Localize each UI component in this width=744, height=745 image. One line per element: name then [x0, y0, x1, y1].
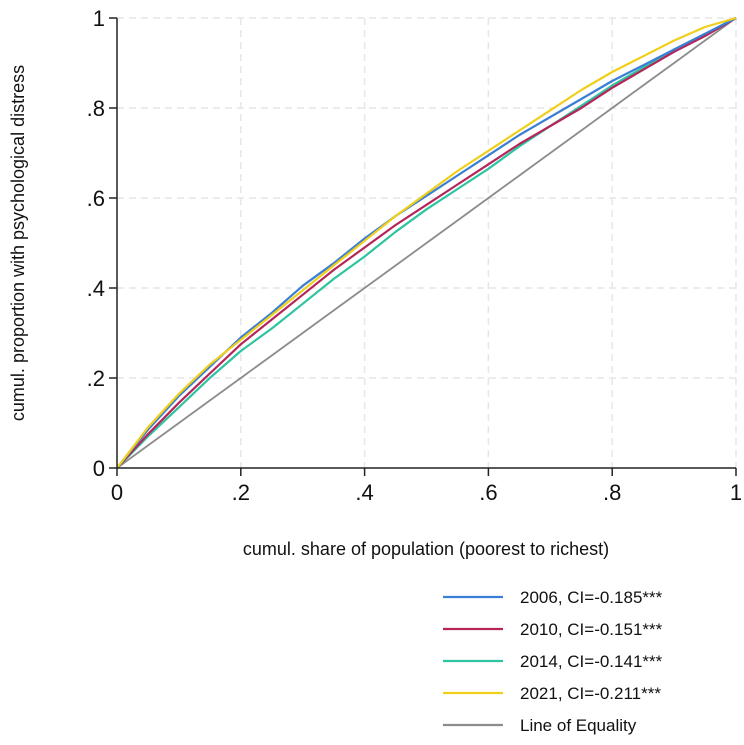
x-tick-label-5: 1	[730, 480, 742, 505]
x-tick-label-2: .4	[355, 480, 373, 505]
legend-label-2: 2014, CI=-0.141***	[520, 652, 663, 671]
series-lines	[116, 16, 737, 469]
legend-label-1: 2010, CI=-0.151***	[520, 620, 663, 639]
legend: 2006, CI=-0.185*** 2010, CI=-0.151*** 2014…	[443, 588, 663, 735]
y-tick-label-2: .4	[87, 276, 105, 301]
y-tick-label-5: 1	[93, 6, 105, 31]
y-axis-title: cumul. proportion with psychological dis…	[8, 65, 28, 421]
y-tick-label-4: .8	[87, 96, 105, 121]
legend-label-4: Line of Equality	[520, 716, 637, 735]
y-tick-label-1: .2	[87, 366, 105, 391]
axes	[116, 18, 736, 469]
series-line-1	[116, 17, 737, 469]
x-tick-label-3: .6	[479, 480, 497, 505]
tick-labels: 0 .2 .4 .6 .8 1 0 .2 .4 .6 .8 1	[87, 6, 742, 505]
grid	[117, 17, 737, 468]
series-line-3	[116, 16, 737, 469]
legend-label-3: 2021, CI=-0.211***	[520, 684, 661, 703]
y-tick-label-3: .6	[87, 186, 105, 211]
x-tick-label-1: .2	[232, 480, 250, 505]
x-axis-title: cumul. share of population (poorest to r…	[243, 539, 609, 559]
series-line-4	[116, 17, 737, 469]
y-tick-label-0: 0	[93, 456, 105, 481]
series-line-2	[116, 17, 737, 469]
x-tick-label-0: 0	[111, 480, 123, 505]
legend-label-0: 2006, CI=-0.185***	[520, 588, 663, 607]
x-tick-label-4: .8	[603, 480, 621, 505]
